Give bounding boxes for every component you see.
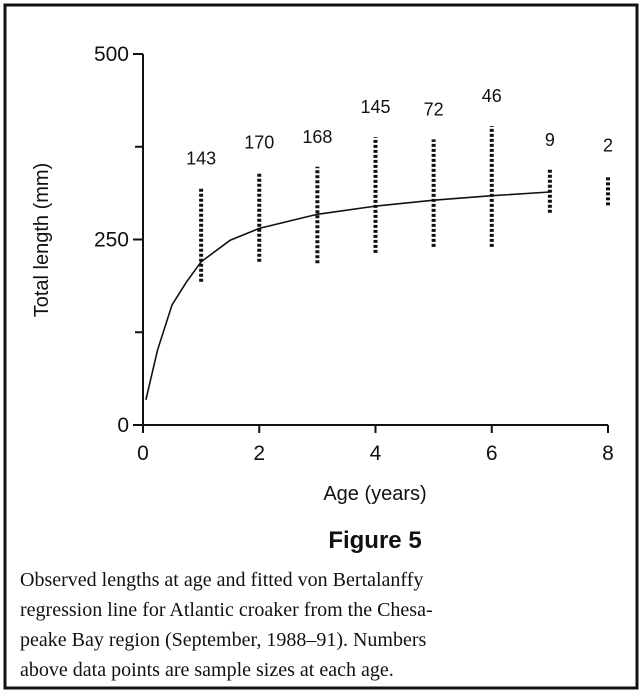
sample-size: 9 [545,130,555,150]
y-tick-label: 250 [94,229,129,252]
x-axis-title: Age (years) [323,483,426,505]
y-tick-label: 0 [117,414,129,437]
x-tick-label: 8 [602,442,614,465]
sample-size: 2 [603,136,613,156]
frame [3,3,639,690]
fitted-curve [145,191,550,400]
sample-size: 168 [302,127,332,147]
caption-line: regression line for Atlantic croaker fro… [20,599,433,621]
sample-size: 145 [360,97,390,117]
y-tick-label: 500 [94,43,129,66]
y-axis-title: Total length (mm) [31,163,53,318]
sample-size: 72 [424,99,444,119]
x-tick-label: 4 [370,442,382,465]
caption-line: peake Bay region (September, 1988–91). N… [20,629,427,651]
sample-size: 46 [482,86,502,106]
figure-label: Figure 5 [328,527,421,554]
caption-line: above data points are sample sizes at ea… [20,659,394,681]
caption-line: Observed lengths at age and fitted von B… [20,569,423,591]
sample-size: 143 [186,148,216,168]
x-tick-label: 0 [137,442,149,465]
sample-size: 170 [244,133,274,153]
x-tick-label: 2 [253,442,265,465]
x-tick-label: 6 [486,442,498,465]
